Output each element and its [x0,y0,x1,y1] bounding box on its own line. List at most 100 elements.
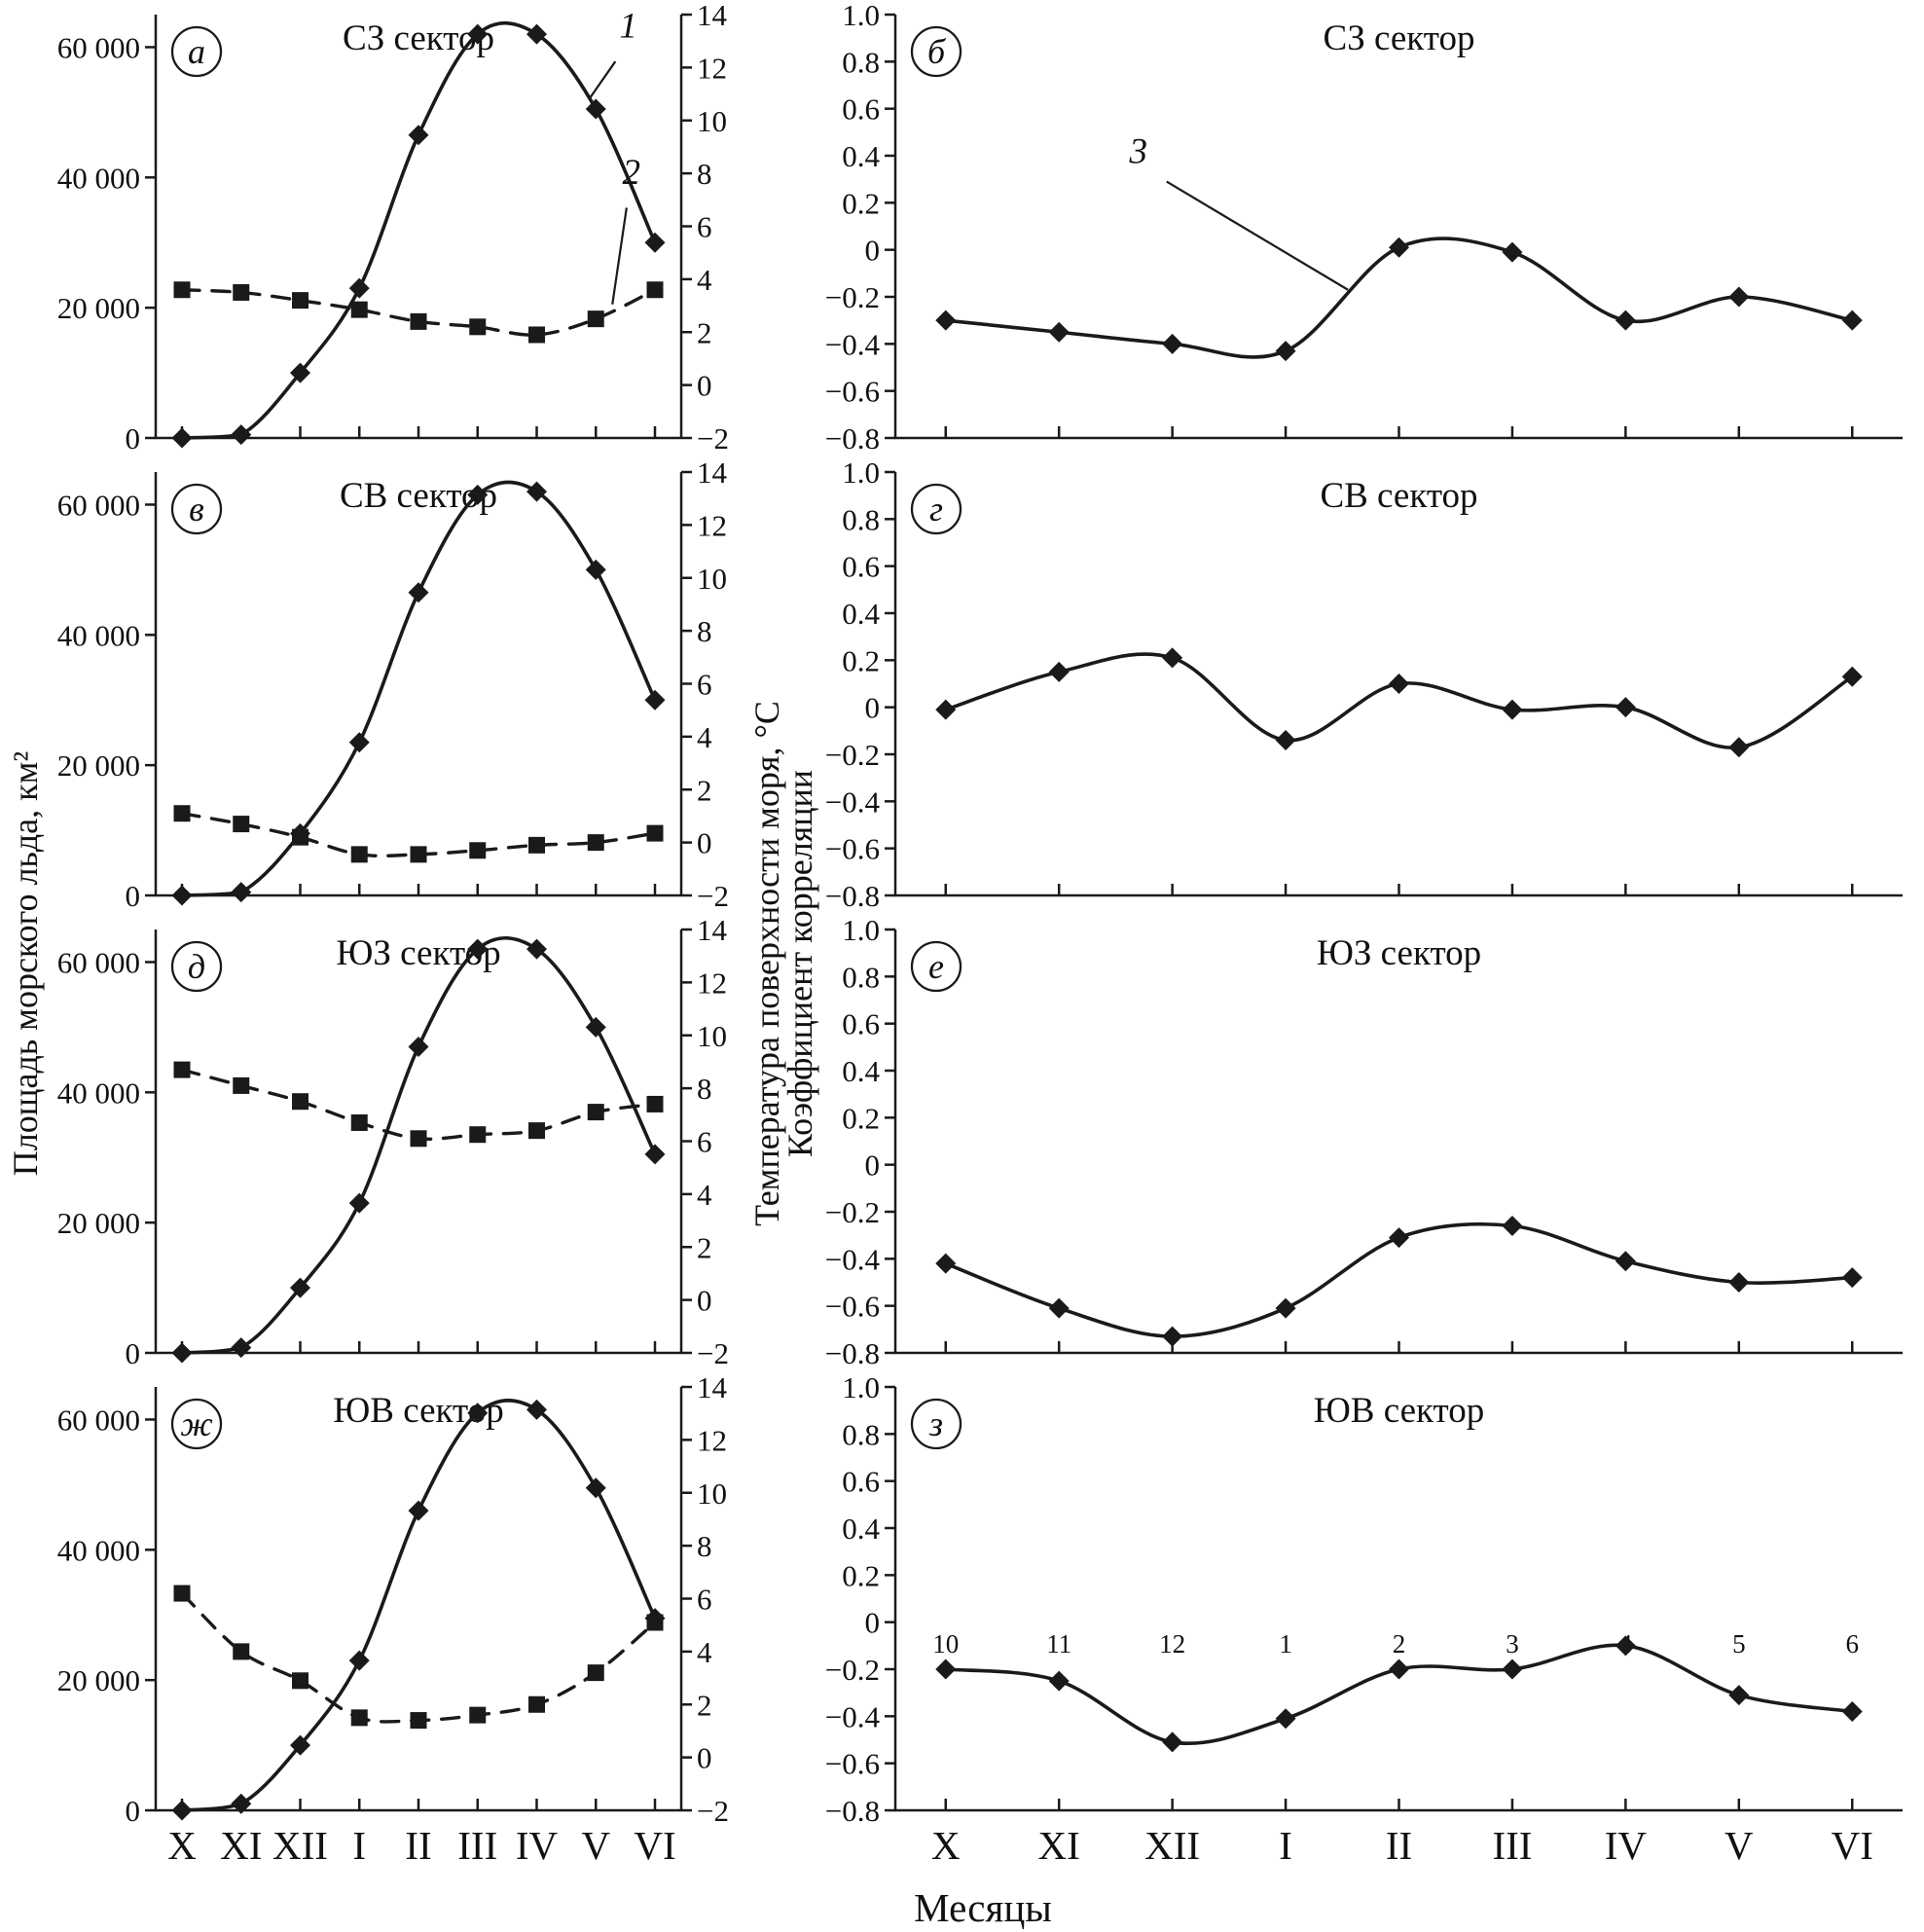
svg-text:1.0: 1.0 [842,0,880,32]
svg-text:1: 1 [619,6,637,46]
svg-text:6: 6 [697,668,712,702]
svg-text:з: з [928,1404,943,1443]
svg-text:г: г [929,490,943,529]
svg-text:4: 4 [697,720,712,754]
svg-text:6: 6 [697,1125,712,1159]
svg-text:2: 2 [697,773,712,807]
svg-text:I: I [1279,1823,1292,1868]
svg-text:0.4: 0.4 [842,1054,880,1088]
svg-text:X: X [931,1823,961,1868]
svg-text:0.4: 0.4 [842,597,880,631]
svg-text:СЗ сектор: СЗ сектор [1324,18,1475,58]
svg-text:8: 8 [697,1072,712,1106]
svg-text:12: 12 [697,51,727,85]
svg-text:−0.4: −0.4 [825,1242,881,1276]
svg-text:0: 0 [865,234,881,268]
svg-text:8: 8 [697,614,712,648]
svg-text:40 000: 40 000 [57,1533,140,1567]
svg-text:1.0: 1.0 [842,1370,880,1404]
svg-text:СЗ сектор: СЗ сектор [343,18,494,58]
svg-text:4: 4 [697,263,712,297]
svg-text:60 000: 60 000 [57,488,140,522]
svg-text:8: 8 [697,1529,712,1563]
svg-text:−2: −2 [697,879,729,913]
svg-text:60 000: 60 000 [57,945,140,979]
svg-text:0: 0 [865,1606,881,1640]
svg-text:VI: VI [634,1823,675,1868]
svg-text:0.4: 0.4 [842,139,880,173]
svg-text:−2: −2 [697,1336,729,1370]
svg-text:14: 14 [697,456,728,490]
svg-text:0.2: 0.2 [842,1558,880,1592]
svg-text:12: 12 [697,1423,727,1457]
svg-text:−0.2: −0.2 [825,1195,880,1229]
svg-text:ЮВ сектор: ЮВ сектор [1314,1391,1484,1431]
svg-text:12: 12 [697,966,727,1000]
svg-text:−0.8: −0.8 [825,1794,880,1828]
svg-text:V: V [581,1823,610,1868]
svg-text:11: 11 [1046,1629,1071,1659]
svg-text:0: 0 [697,1284,712,1318]
svg-text:0.2: 0.2 [842,186,880,220]
svg-text:60 000: 60 000 [57,30,140,64]
panel-zh-se-sector-ice-sst-chart: 0 20 000 40 000 60 000 14 12 10 8 6 4 2 0 −2 X XI XII I I… [0,1370,788,1932]
svg-text:20 000: 20 000 [57,1206,140,1240]
svg-text:XII: XII [1144,1823,1200,1868]
svg-text:II: II [405,1823,431,1868]
svg-text:0: 0 [126,1336,141,1370]
svg-text:д: д [188,947,205,986]
svg-text:−0.8: −0.8 [825,1336,880,1370]
svg-text:−2: −2 [697,421,729,456]
panel-b-nw-sector-correlation-chart: 1.0 0.8 0.6 0.4 0.2 0 −0.2 −0.4 −0.6 −0.8 СЗ секто… [798,0,1924,457]
svg-text:0.8: 0.8 [842,1417,880,1451]
panel-v-ne-sector-ice-sst-chart: 0 20 000 40 000 60 000 14 12 10 8 6 4 2 0 −2 СВ секто… [0,456,788,915]
svg-text:0: 0 [697,1741,712,1775]
panel-a-nw-sector-ice-sst-chart: 0 20 000 40 000 60 000 14 12 10 8 6 4 2 0 −2 СЗ секто… [0,0,788,457]
panel-z-se-sector-correlation-chart: 1.0 0.8 0.6 0.4 0.2 0 −0.2 −0.4 −0.6 −0.8 X XI XII I I… [798,1370,1924,1932]
svg-text:−0.2: −0.2 [825,280,880,314]
svg-text:СВ сектор: СВ сектор [1320,476,1477,516]
svg-text:2: 2 [697,1688,712,1722]
svg-text:4: 4 [697,1178,712,1212]
svg-text:40 000: 40 000 [57,1075,140,1110]
svg-text:5: 5 [1732,1629,1746,1659]
svg-text:XII: XII [272,1823,328,1868]
svg-text:0.8: 0.8 [842,45,880,79]
svg-text:0: 0 [865,1148,881,1183]
svg-text:0.6: 0.6 [842,92,880,127]
svg-text:−2: −2 [697,1794,729,1828]
svg-text:0.6: 0.6 [842,1007,880,1041]
svg-text:−0.8: −0.8 [825,421,880,456]
svg-text:I: I [352,1823,366,1868]
svg-text:III: III [1492,1823,1532,1868]
svg-text:XI: XI [220,1823,262,1868]
svg-text:6: 6 [1846,1629,1860,1659]
svg-text:IV: IV [516,1823,559,1868]
svg-text:0.6: 0.6 [842,1465,880,1499]
svg-text:3: 3 [1506,1629,1519,1659]
svg-text:е: е [928,947,944,986]
svg-text:10: 10 [932,1629,959,1659]
svg-text:XI: XI [1038,1823,1080,1868]
svg-text:−0.6: −0.6 [825,832,880,866]
svg-text:14: 14 [697,913,728,947]
svg-text:0: 0 [126,879,141,913]
svg-text:3: 3 [1128,131,1147,171]
svg-text:10: 10 [697,562,727,596]
svg-text:II: II [1386,1823,1412,1868]
svg-text:ж: ж [180,1404,213,1443]
panel-e-sw-sector-correlation-chart: 1.0 0.8 0.6 0.4 0.2 0 −0.2 −0.4 −0.6 −0.8 ЮЗ секто… [798,913,1924,1372]
svg-text:в: в [189,490,204,529]
svg-text:2: 2 [1393,1629,1406,1659]
svg-text:−0.6: −0.6 [825,1290,880,1324]
svg-text:0.2: 0.2 [842,1101,880,1135]
svg-text:а: а [188,32,205,71]
svg-text:1.0: 1.0 [842,913,880,947]
svg-text:−0.2: −0.2 [825,1653,880,1687]
svg-text:−0.4: −0.4 [825,1699,881,1733]
svg-text:40 000: 40 000 [57,618,140,652]
svg-text:0.2: 0.2 [842,643,880,677]
panel-d-sw-sector-ice-sst-chart: 0 20 000 40 000 60 000 14 12 10 8 6 4 2 0 −2 ЮЗ секто… [0,913,788,1372]
svg-text:6: 6 [697,210,712,244]
